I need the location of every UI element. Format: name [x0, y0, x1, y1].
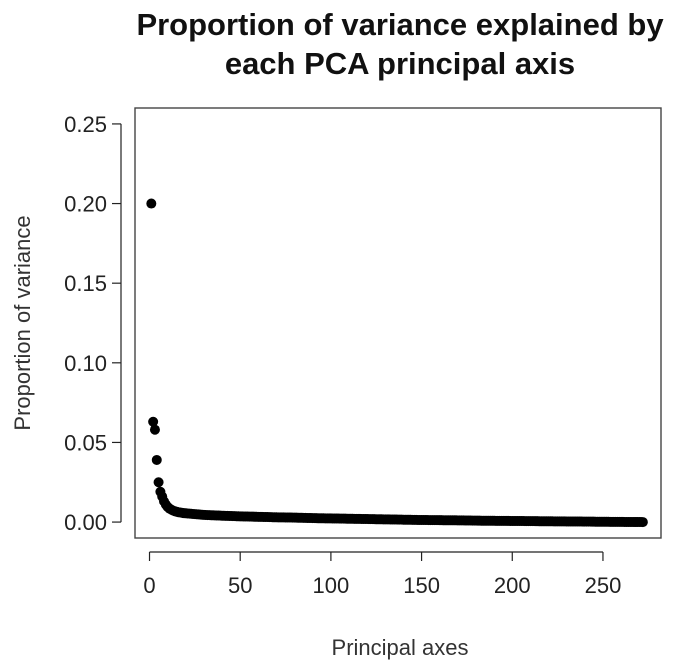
data-point	[637, 517, 648, 528]
y-axis: 0.00 0.05 0.10 0.15 0.20 0.25	[64, 112, 122, 535]
x-tick-label: 250	[585, 573, 622, 598]
y-tick-label: 0.10	[64, 351, 107, 376]
x-axis-label: Principal axes	[332, 635, 469, 660]
y-tick-label: 0.15	[64, 271, 107, 296]
x-tick-label: 50	[228, 573, 252, 598]
y-axis-label: Proportion of variance	[10, 215, 35, 430]
y-tick-label: 0.05	[64, 430, 107, 455]
x-tick-label: 100	[313, 573, 350, 598]
y-tick-label: 0.00	[64, 510, 107, 535]
x-tick-label: 0	[143, 573, 155, 598]
chart-title-line-1: Proportion of variance explained by	[136, 7, 664, 42]
data-point	[153, 477, 164, 488]
x-tick-label: 200	[494, 573, 531, 598]
chart-title-line-2: each PCA principal axis	[225, 46, 575, 81]
data-point	[149, 424, 160, 435]
y-tick-label: 0.25	[64, 112, 107, 137]
data-point	[151, 454, 162, 465]
x-tick-label: 150	[403, 573, 440, 598]
data-points	[146, 198, 648, 528]
data-point	[148, 416, 159, 427]
y-tick-label: 0.20	[64, 192, 107, 217]
data-point	[146, 198, 157, 209]
x-axis: 0 50 100 150 200 250	[143, 551, 622, 598]
plot-frame	[134, 107, 662, 539]
